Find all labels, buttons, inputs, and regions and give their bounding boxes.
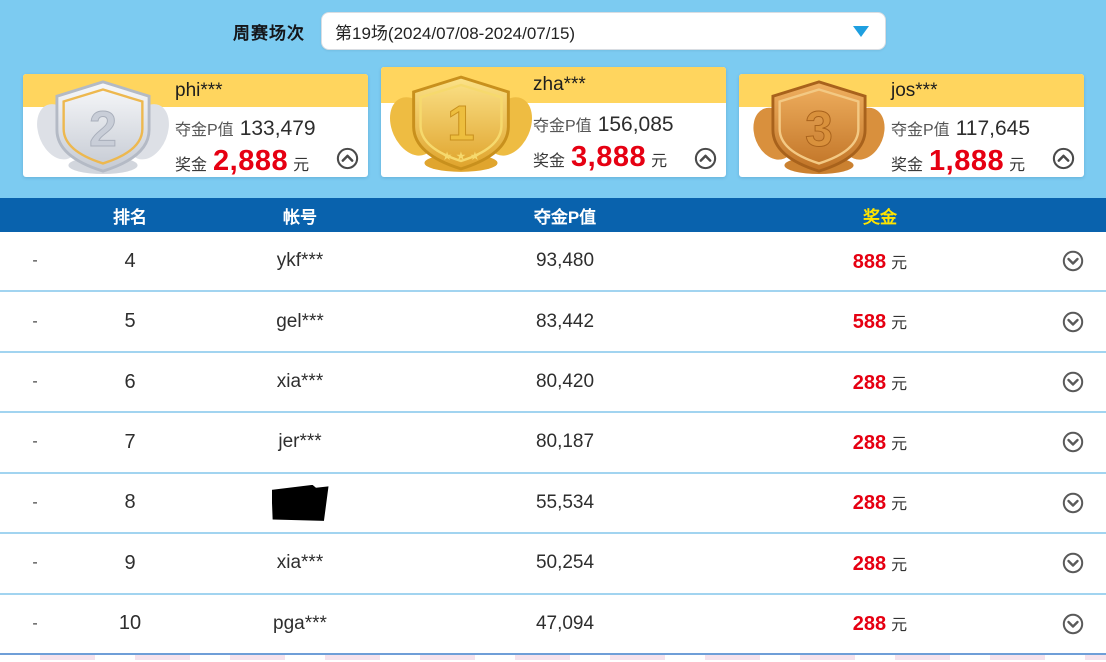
prize-amount: 3,888: [571, 141, 647, 173]
table-row: - 10 pga*** 47,094 288 元: [0, 594, 1106, 655]
collapse-icon[interactable]: [336, 147, 359, 170]
p-value: 133,479: [239, 117, 316, 140]
trend-dash: -: [32, 614, 38, 632]
rank-cell: 5: [124, 310, 136, 333]
rank-cell: 10: [118, 612, 142, 635]
prize-cell: 288 元: [852, 552, 908, 575]
rank-cell: 7: [124, 430, 136, 453]
medal-bronze-icon: 3: [753, 80, 885, 174]
podium-cards: 2 phi*** 夺金P值 133,479 奖金 2,888 元: [0, 67, 1106, 177]
p-value-cell: 80,187: [535, 431, 595, 453]
trend-dash: -: [32, 373, 38, 391]
top-section: 周赛场次 第19场(2024/07/08-2024/07/15) 2 phi**…: [0, 0, 1106, 198]
trend-dash: -: [32, 312, 38, 330]
prize-cell: 288 元: [852, 613, 908, 636]
round-select-value: 第19场(2024/07/08-2024/07/15): [335, 23, 576, 43]
expand-icon[interactable]: [1062, 371, 1084, 393]
expand-icon[interactable]: [1062, 492, 1084, 514]
player-name: phi***: [175, 80, 223, 101]
expand-icon[interactable]: [1062, 250, 1084, 272]
p-value-cell: 55,534: [535, 491, 595, 513]
redacted-account: [271, 484, 329, 521]
table-header: 排名 帐号 夺金P值 奖金: [0, 198, 1106, 232]
trend-dash: -: [32, 554, 38, 572]
prize-amount: 2,888: [213, 145, 289, 177]
medal-gold-icon: 1 ★ ★ ★: [390, 75, 532, 172]
header-rank: 排名: [113, 207, 147, 227]
svg-text:★ ★ ★: ★ ★ ★: [442, 149, 480, 163]
caret-down-icon: [853, 25, 869, 37]
expand-icon[interactable]: [1062, 311, 1084, 333]
account-cell: pga***: [273, 612, 327, 634]
prize-cell: 588 元: [852, 311, 908, 334]
player-name: zha***: [533, 74, 586, 95]
prize-label: 奖金: [533, 153, 566, 170]
rank-cell: 6: [124, 370, 136, 393]
p-value-cell: 93,480: [535, 250, 595, 272]
account-cell: jer***: [278, 431, 322, 453]
header-prize: 奖金: [863, 207, 897, 227]
rank-cell: 8: [124, 491, 136, 514]
podium-card-rank3: 3 jos*** 夺金P值 117,645 奖金 1,888 元: [739, 74, 1084, 177]
prize-amount: 1,888: [929, 145, 1005, 177]
rank-cell: 9: [124, 551, 136, 574]
header-account: 帐号: [283, 207, 317, 227]
player-name: jos***: [891, 80, 938, 101]
podium-card-rank1: 1 ★ ★ ★ zha*** 夺金P值 156,085 奖金 3,888 元: [381, 67, 726, 177]
p-value-cell: 50,254: [535, 552, 595, 574]
table-row: - 8 55,534 288 元: [0, 473, 1106, 535]
account-cell: [190, 482, 410, 524]
expand-icon[interactable]: [1062, 613, 1084, 635]
expand-icon[interactable]: [1062, 552, 1084, 574]
prize-unit: 元: [1009, 157, 1026, 174]
rank-cell: 4: [124, 249, 136, 272]
next-section-peek: [0, 655, 1106, 660]
p-value-label: 夺金P值: [891, 122, 950, 139]
prize-cell: 288 元: [852, 371, 908, 394]
trend-dash: -: [32, 433, 38, 451]
svg-text:3: 3: [805, 101, 833, 157]
p-value-cell: 80,420: [535, 371, 595, 393]
table-row: - 7 jer*** 80,187 288 元: [0, 413, 1106, 474]
p-value-cell: 47,094: [535, 612, 595, 634]
table-row: - 5 gel*** 83,442 588 元: [0, 292, 1106, 353]
round-select[interactable]: 第19场(2024/07/08-2024/07/15): [321, 12, 886, 50]
prize-cell: 888 元: [852, 250, 908, 273]
round-filter-bar: 周赛场次 第19场(2024/07/08-2024/07/15): [0, 0, 1106, 62]
podium-card-rank2: 2 phi*** 夺金P值 133,479 奖金 2,888 元: [23, 74, 368, 177]
trend-dash: -: [32, 252, 38, 270]
table-row: - 9 xia*** 50,254 288 元: [0, 534, 1106, 595]
leaderboard-table: - 4 ykf*** 93,480 888 元 - 5 gel*** 83,44…: [0, 232, 1106, 655]
account-cell: xia***: [276, 552, 324, 574]
trend-dash: -: [32, 493, 38, 511]
header-p-value: 夺金P值: [533, 207, 597, 227]
account-cell: gel***: [276, 310, 324, 332]
p-value-label: 夺金P值: [533, 118, 592, 135]
p-value: 117,645: [955, 117, 1031, 140]
p-value: 156,085: [597, 113, 674, 136]
round-select-label: 周赛场次: [233, 23, 305, 43]
prize-label: 奖金: [175, 157, 208, 174]
prize-cell: 288 元: [852, 492, 908, 515]
prize-unit: 元: [293, 157, 310, 174]
p-value-label: 夺金P值: [175, 122, 234, 139]
svg-text:2: 2: [89, 101, 117, 157]
p-value-cell: 83,442: [535, 310, 595, 332]
prize-cell: 288 元: [852, 431, 908, 454]
table-row: - 6 xia*** 80,420 288 元: [0, 352, 1106, 414]
collapse-icon[interactable]: [694, 147, 717, 170]
account-cell: ykf***: [276, 250, 324, 272]
prize-unit: 元: [651, 153, 668, 170]
expand-icon[interactable]: [1062, 431, 1084, 453]
table-row: - 4 ykf*** 93,480 888 元: [0, 232, 1106, 293]
svg-text:1: 1: [447, 96, 474, 151]
collapse-icon[interactable]: [1052, 147, 1075, 170]
prize-label: 奖金: [891, 157, 924, 174]
account-cell: xia***: [276, 371, 324, 393]
medal-silver-icon: 2: [37, 80, 169, 174]
